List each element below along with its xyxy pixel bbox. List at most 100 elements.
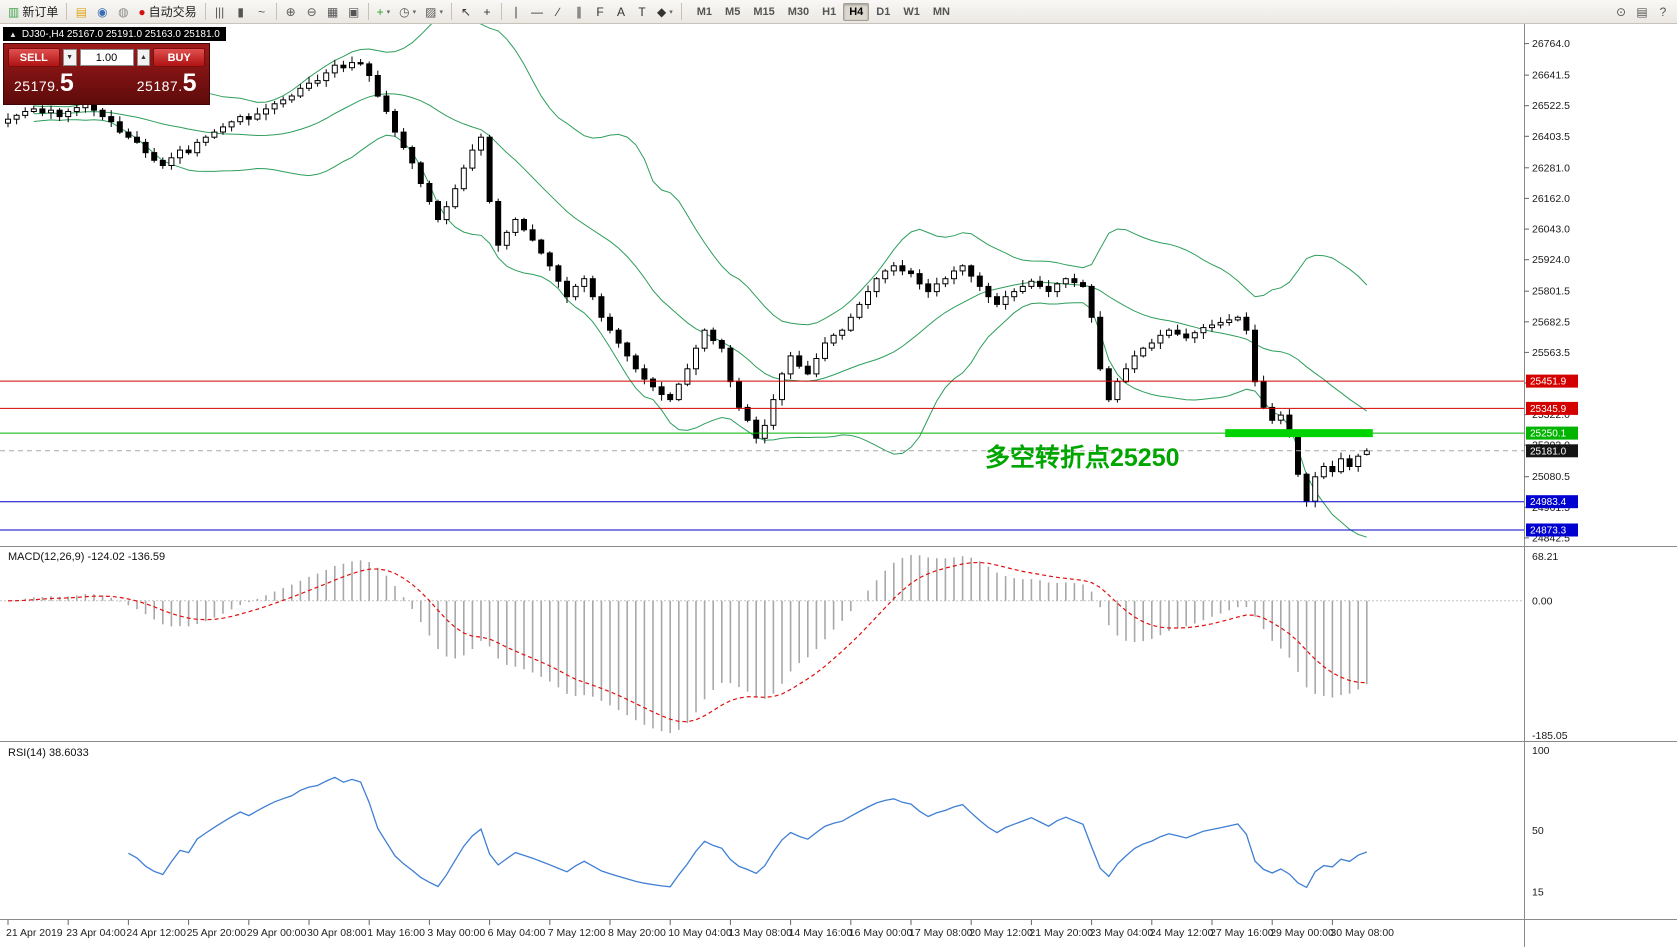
candlestick-chart-icon[interactable]: ▮ xyxy=(237,4,244,19)
svg-text:29 Apr 00:00: 29 Apr 00:00 xyxy=(247,927,307,939)
sell-button[interactable]: SELL xyxy=(8,48,60,67)
profile-icon[interactable]: ◉ xyxy=(97,4,108,19)
svg-text:13 May 08:00: 13 May 08:00 xyxy=(728,927,792,939)
new-order-button[interactable]: ▥ 新订单 xyxy=(8,4,59,19)
text-icon[interactable]: A xyxy=(617,4,626,19)
one-click-toggle-icon[interactable]: ▲ xyxy=(9,29,17,39)
macd-axis-zero: 0.00 xyxy=(1532,595,1553,607)
grid-icon[interactable]: ▦ xyxy=(326,4,339,19)
tf-button-W1[interactable]: W1 xyxy=(903,5,920,18)
news-icon[interactable]: ▤ xyxy=(75,4,88,19)
svg-text:16 May 00:00: 16 May 00:00 xyxy=(849,927,913,939)
chart-ohlc-info: DJ30-,H4 25167.0 25191.0 25163.0 25181.0 xyxy=(21,28,220,40)
macd-axis-min: -185.05 xyxy=(1532,730,1568,742)
macd-label: MACD(12,26,9) -124.02 -136.59 xyxy=(8,551,165,563)
price-badge-resistance-1 xyxy=(1526,374,1578,388)
tf-button-D1[interactable]: D1 xyxy=(876,5,891,18)
price-badge-text: 24983.4 xyxy=(1530,497,1567,508)
price-badge-text: 25451.9 xyxy=(1530,377,1567,388)
price-badge-resistance-2 xyxy=(1526,401,1578,415)
vertical-line-icon[interactable]: ∣ xyxy=(513,4,520,19)
tf-button-M15[interactable]: M15 xyxy=(753,5,775,18)
tf-button-H4[interactable]: H4 xyxy=(843,2,870,21)
main-toolbar: ▥ 新订单 ▤ ◉ ◍ ● 自动交易 ||| ▮ ~ ⊕ ⊖ ▦ ▣ + ▾ ◷ ▾ ▨ ▾ ↖ + ∣ — ∕ ∥ F A T ◆ ▾ M1… xyxy=(0,0,1677,24)
svg-text:10 May 04:00: 10 May 04:00 xyxy=(668,927,732,939)
chevron-down-icon: ▾ xyxy=(386,8,391,16)
zoom-in-icon[interactable]: ⊕ xyxy=(285,4,296,19)
svg-text:14 May 16:00: 14 May 16:00 xyxy=(789,927,853,939)
price-badge-text: 25181.0 xyxy=(1530,446,1567,457)
toolbar-separator xyxy=(275,3,277,20)
crosshair-icon[interactable]: + xyxy=(483,4,491,19)
macd-histogram xyxy=(15,555,1368,733)
rsi-line xyxy=(128,776,1368,889)
shapes-button[interactable]: ◆ ▾ xyxy=(657,4,673,19)
svg-text:26764.0: 26764.0 xyxy=(1532,38,1570,50)
chart-annotation[interactable]: 多空转折点25250 xyxy=(985,444,1180,472)
svg-text:23 May 04:00: 23 May 04:00 xyxy=(1090,927,1154,939)
templates-button[interactable]: ▨ ▾ xyxy=(425,4,444,19)
horizontal-line-icon[interactable]: — xyxy=(531,4,544,19)
svg-text:25563.5: 25563.5 xyxy=(1532,347,1570,359)
buy-button[interactable]: BUY xyxy=(153,48,205,67)
svg-text:3 May 00:00: 3 May 00:00 xyxy=(427,927,485,939)
bar-chart-icon[interactable]: ||| xyxy=(214,4,225,19)
label-icon[interactable]: T xyxy=(638,4,646,19)
sell-price: 25179.5 xyxy=(14,69,75,97)
channel-icon[interactable]: ∥ xyxy=(576,4,583,19)
price-badge-text: 24873.3 xyxy=(1530,526,1567,537)
volume-increase-button[interactable]: ▲ xyxy=(136,49,151,66)
svg-text:26281.0: 26281.0 xyxy=(1532,162,1570,174)
indicators-button[interactable]: + ▾ xyxy=(376,4,391,19)
time-axis[interactable]: 21 Apr 2019 23 Apr 04:00 24 Apr 12:00 25 Ap… xyxy=(6,920,1394,939)
help-icon[interactable]: ? xyxy=(1659,4,1667,19)
svg-text:26043.0: 26043.0 xyxy=(1532,224,1570,236)
bollinger-upper-band xyxy=(33,12,1368,326)
tf-button-M1[interactable]: M1 xyxy=(696,5,713,18)
cursor-icon[interactable]: ↖ xyxy=(460,4,472,19)
timeframe-group: M1 M5 M15 M30 H1 H4 D1 W1 MN xyxy=(691,2,956,21)
svg-text:1 May 16:00: 1 May 16:00 xyxy=(367,927,425,939)
buy-price: 25187.5 xyxy=(136,69,197,97)
toolbar-separator xyxy=(367,3,369,20)
price-badge-support-1 xyxy=(1526,495,1578,509)
auto-trading-button[interactable]: ● 自动交易 xyxy=(138,4,197,19)
macd-axis-max: 68.21 xyxy=(1532,551,1558,563)
tf-button-M30[interactable]: M30 xyxy=(787,5,810,18)
search-icon[interactable]: ⊙ xyxy=(1615,4,1627,19)
tf-button-H1[interactable]: H1 xyxy=(822,5,837,18)
tile-windows-icon[interactable]: ▣ xyxy=(347,4,360,19)
rsi-axis-100: 100 xyxy=(1532,745,1550,757)
svg-text:30 May 08:00: 30 May 08:00 xyxy=(1330,927,1394,939)
svg-text:8 May 20:00: 8 May 20:00 xyxy=(608,927,666,939)
rsi-label: RSI(14) 38.6033 xyxy=(8,747,89,759)
svg-text:26522.5: 26522.5 xyxy=(1532,100,1570,112)
volume-input[interactable] xyxy=(79,49,134,66)
rsi-axis-50: 50 xyxy=(1532,825,1544,837)
toolbar-separator xyxy=(66,3,68,20)
support-icon[interactable]: ◍ xyxy=(118,4,129,19)
chevron-down-icon: ▾ xyxy=(669,8,673,16)
price-badge-pivot xyxy=(1526,426,1578,440)
trendline-icon[interactable]: ∕ xyxy=(557,4,560,19)
zoom-out-icon[interactable]: ⊖ xyxy=(306,4,317,19)
tf-button-MN[interactable]: MN xyxy=(932,5,950,18)
line-chart-icon[interactable]: ~ xyxy=(258,4,266,19)
svg-text:30 Apr 08:00: 30 Apr 08:00 xyxy=(307,927,367,939)
fibonacci-icon[interactable]: F xyxy=(596,4,604,19)
svg-text:26403.5: 26403.5 xyxy=(1532,131,1570,143)
rsi-axis-15: 15 xyxy=(1532,886,1544,898)
svg-text:24 May 12:00: 24 May 12:00 xyxy=(1150,927,1214,939)
periods-button[interactable]: ◷ ▾ xyxy=(399,4,417,19)
toolbar-separator xyxy=(680,3,682,20)
svg-text:20 May 12:00: 20 May 12:00 xyxy=(969,927,1033,939)
toolbar-separator xyxy=(501,3,503,20)
tf-button-M5[interactable]: M5 xyxy=(725,5,741,18)
volume-decrease-button[interactable]: ▼ xyxy=(62,49,77,66)
svg-text:25080.5: 25080.5 xyxy=(1532,471,1570,483)
svg-text:25924.0: 25924.0 xyxy=(1532,254,1570,266)
new-chart-icon[interactable]: ▤ xyxy=(1636,4,1648,19)
